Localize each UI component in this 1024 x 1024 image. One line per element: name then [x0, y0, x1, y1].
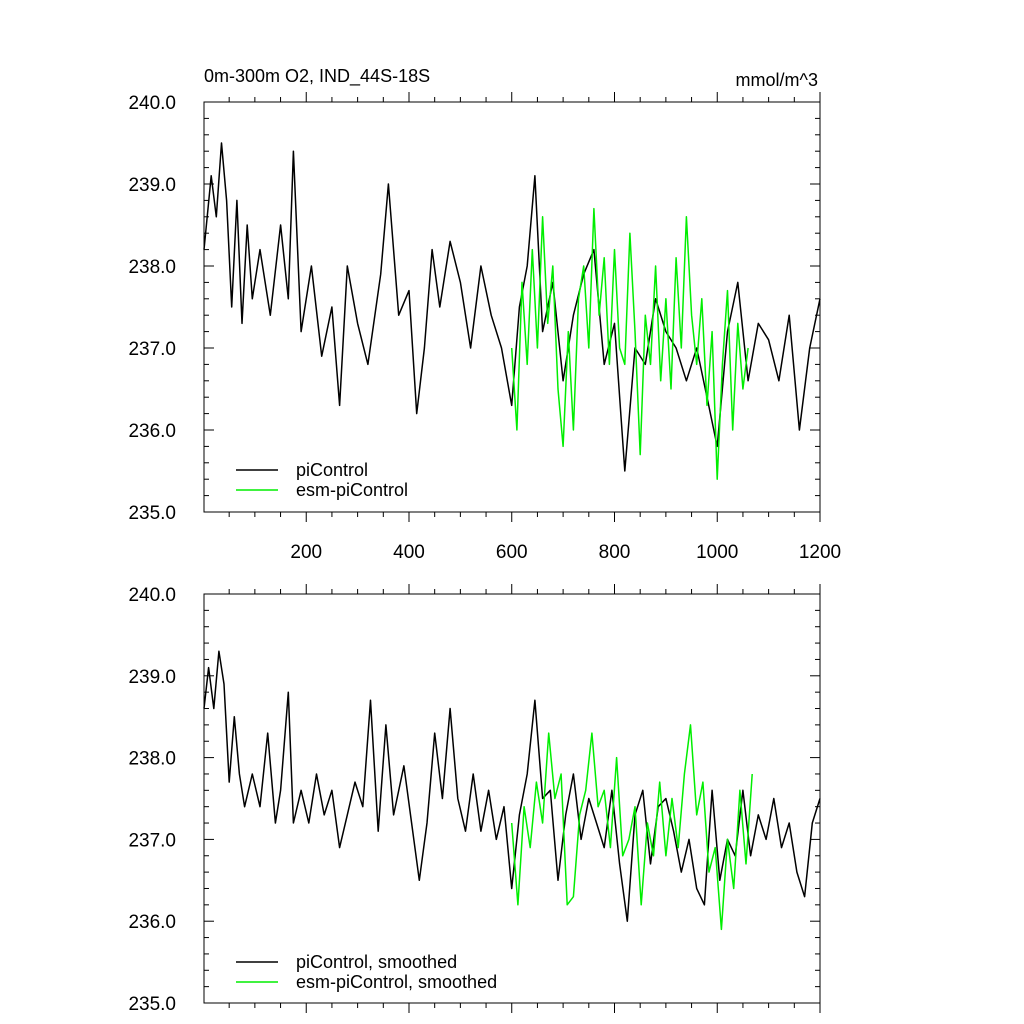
y-tick-label: 239.0 [128, 667, 176, 688]
x-tick-label: 1200 [799, 542, 841, 563]
x-tick-label: 600 [496, 542, 528, 563]
y-tick-label: 237.0 [128, 830, 176, 851]
legend-label: esm-piControl [296, 480, 408, 500]
y-tick-label: 238.0 [128, 257, 176, 278]
y-tick-label: 236.0 [128, 421, 176, 442]
y-tick-label: 240.0 [128, 93, 176, 114]
top-panel: 200 400 600 800 1000 1200 235.0 236.0 237.0 238.0… [128, 92, 841, 563]
bottom-panel: 235.0 236.0 237.0 238.0 239.0 240.0 piControl,… [128, 584, 821, 1015]
x-tick-label: 800 [599, 542, 631, 563]
units-label: mmol/m^3 [736, 70, 818, 90]
y-tick-label: 235.0 [128, 994, 176, 1015]
x-tick-label: 1000 [696, 542, 738, 563]
chart-title: 0m-300m O2, IND_44S-18S [204, 66, 430, 87]
y-tick-label: 238.0 [128, 749, 176, 770]
legend-label: piControl [296, 460, 368, 480]
y-tick-label: 236.0 [128, 912, 176, 933]
series-line-picontrol [203, 142, 821, 472]
x-tick-label: 400 [393, 542, 425, 563]
y-tick-label: 239.0 [128, 175, 176, 196]
y-tick-label: 240.0 [128, 585, 176, 606]
plot-frame [203, 593, 821, 1004]
legend-label: piControl, smoothed [296, 952, 457, 972]
series-line-esm-picontrol [510, 724, 753, 931]
y-tick-label: 235.0 [128, 503, 176, 524]
legend-label: esm-piControl, smoothed [296, 972, 497, 992]
x-tick-label: 200 [290, 542, 322, 563]
series-line-picontrol [203, 650, 821, 922]
y-tick-label: 237.0 [128, 339, 176, 360]
series-line-esm-picontrol [510, 207, 749, 480]
